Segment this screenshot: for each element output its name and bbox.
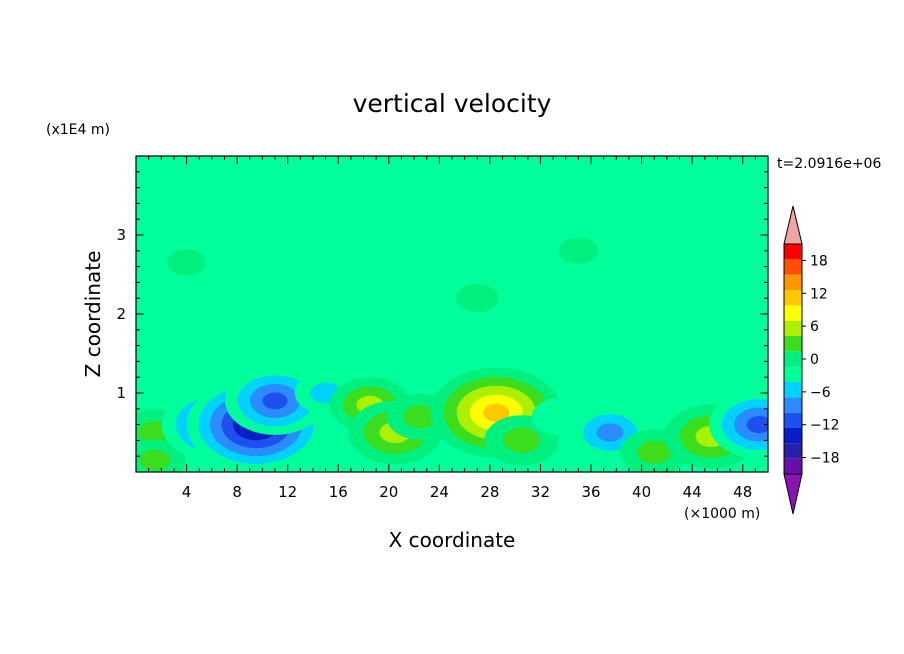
x-tick-label: 32 (531, 483, 550, 501)
y-unit-label: (x1E4 m) (46, 122, 110, 138)
x-tick-label: 24 (430, 483, 449, 501)
colorbar-tick-label: 18 (810, 253, 828, 269)
x-tick-label: 12 (278, 483, 297, 501)
contour-region-17-0 (558, 237, 599, 264)
x-tick-label: 8 (232, 483, 242, 501)
contour-region-1-1 (139, 449, 171, 471)
contour-region-12-2 (596, 423, 624, 442)
chart-title: vertical velocity (353, 89, 552, 118)
colorbar-segment (784, 397, 802, 413)
x-tick-label: 36 (581, 483, 600, 501)
contour-region-13-1 (637, 440, 672, 464)
time-label: t=2.0916e+06 (777, 156, 881, 172)
y-tick-label: 3 (116, 226, 126, 244)
colorbar-segment (784, 274, 802, 290)
contour-region-18-0 (166, 249, 207, 276)
x-tick-label: 44 (683, 483, 702, 501)
colorbar-tick-label: 6 (810, 319, 819, 335)
x-axis-label: X coordinate (389, 528, 516, 552)
y-tick-label: 2 (116, 305, 126, 323)
x-tick-label: 16 (329, 483, 348, 501)
colorbar-tick-label: −18 (810, 451, 840, 467)
colorbar-segment (784, 351, 802, 367)
contour-region-16-0 (456, 284, 499, 313)
colorbar: −18 −12 −6 0 6 12 18 (783, 205, 840, 515)
colorbar-tick-label: −6 (810, 385, 831, 401)
y-axis-ticks: 1 2 3 (116, 171, 768, 457)
contour-fills (136, 237, 768, 472)
colorbar-segment (784, 336, 802, 352)
colorbar-segment (784, 290, 802, 306)
x-tick-label: 40 (632, 483, 651, 501)
colorbar-under-triangle (783, 473, 803, 515)
y-tick-label: 1 (116, 384, 126, 402)
contour-region-8-1 (403, 405, 438, 429)
colorbar-tick-label: −12 (810, 418, 840, 434)
contour-region-4-3 (262, 392, 288, 410)
contour-region-9-4 (483, 403, 510, 422)
contour-region-15-3 (746, 416, 768, 434)
colorbar-segment (784, 244, 802, 260)
colorbar-tick-label: 0 (810, 352, 819, 368)
colorbar-segment (784, 259, 802, 275)
colorbar-tick-label: 12 (810, 286, 828, 302)
colorbar-over-triangle (783, 205, 803, 245)
plot-area (136, 156, 768, 472)
colorbar-segment (784, 428, 802, 444)
x-tick-label: 48 (733, 483, 752, 501)
contour-region-10-1 (502, 427, 541, 453)
x-unit-label: (×1000 m) (684, 506, 760, 522)
colorbar-segment (784, 443, 802, 459)
colorbar-segment (784, 458, 802, 474)
colorbar-segment (784, 382, 802, 398)
x-tick-label: 4 (182, 483, 192, 501)
colorbar-segment (784, 320, 802, 336)
colorbar-segment (784, 305, 802, 321)
colorbar-segment (784, 366, 802, 382)
x-axis-ticks: 4 8 12 16 20 24 28 32 36 40 44 48 (148, 156, 756, 501)
x-tick-label: 28 (480, 483, 499, 501)
colorbar-segment (784, 412, 802, 428)
y-axis-label: Z coordinate (81, 251, 105, 378)
x-tick-label: 20 (379, 483, 398, 501)
